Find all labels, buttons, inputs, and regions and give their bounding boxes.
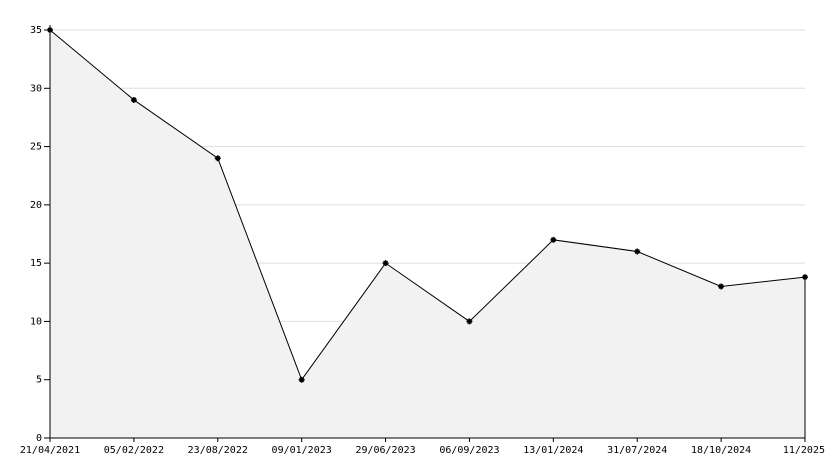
y-tick-label: 0 [36,433,42,444]
line [49,29,806,381]
point [382,260,389,267]
x-tick-label: 29/06/2023 [355,445,415,456]
y-tick-label: 25 [30,142,42,153]
point [466,318,473,325]
point [634,248,641,255]
y-tick-label: 35 [30,25,42,36]
y-tick-label: 20 [30,200,42,211]
x-tick-label: 06/09/2023 [439,445,499,456]
point [718,283,725,290]
point [130,96,137,103]
y-tick-label: 10 [30,316,42,327]
point [214,155,221,162]
x-tick-label: 21/04/2021 [20,445,80,456]
x-tick-label: 11/2025 [783,445,825,456]
point [802,274,808,281]
y-tick-label: 5 [36,375,42,386]
point [298,376,305,383]
x-tick-label: 13/01/2024 [523,445,583,456]
point [550,236,557,243]
y-tick-label: 30 [30,83,42,94]
x-tick-label: 31/07/2024 [607,445,667,456]
area [50,30,805,438]
x-tick-label: 18/10/2024 [691,445,751,456]
x-tick-label: 05/02/2022 [104,445,164,456]
y-tick-label: 15 [30,258,42,269]
x-tick-label: 23/08/2022 [188,445,248,456]
x-tick-label: 09/01/2023 [272,445,332,456]
